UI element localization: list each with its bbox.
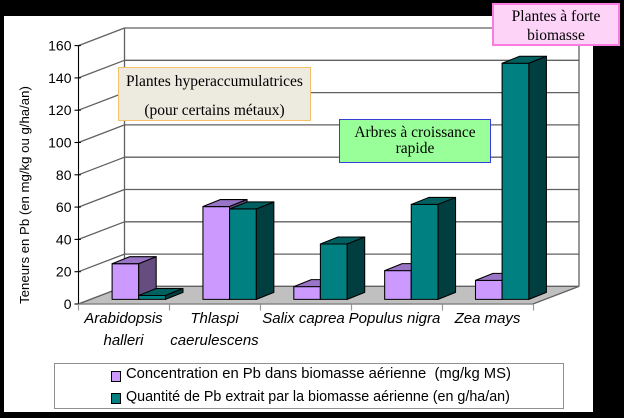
svg-text:160: 160 xyxy=(48,38,72,54)
svg-text:60: 60 xyxy=(56,199,72,215)
svg-text:0: 0 xyxy=(64,296,72,312)
svg-text:40: 40 xyxy=(56,231,72,247)
svg-text:100: 100 xyxy=(48,135,72,151)
svg-text:120: 120 xyxy=(48,102,72,118)
svg-text:80: 80 xyxy=(56,167,72,183)
svg-text:20: 20 xyxy=(56,264,72,280)
svg-text:140: 140 xyxy=(48,70,72,86)
